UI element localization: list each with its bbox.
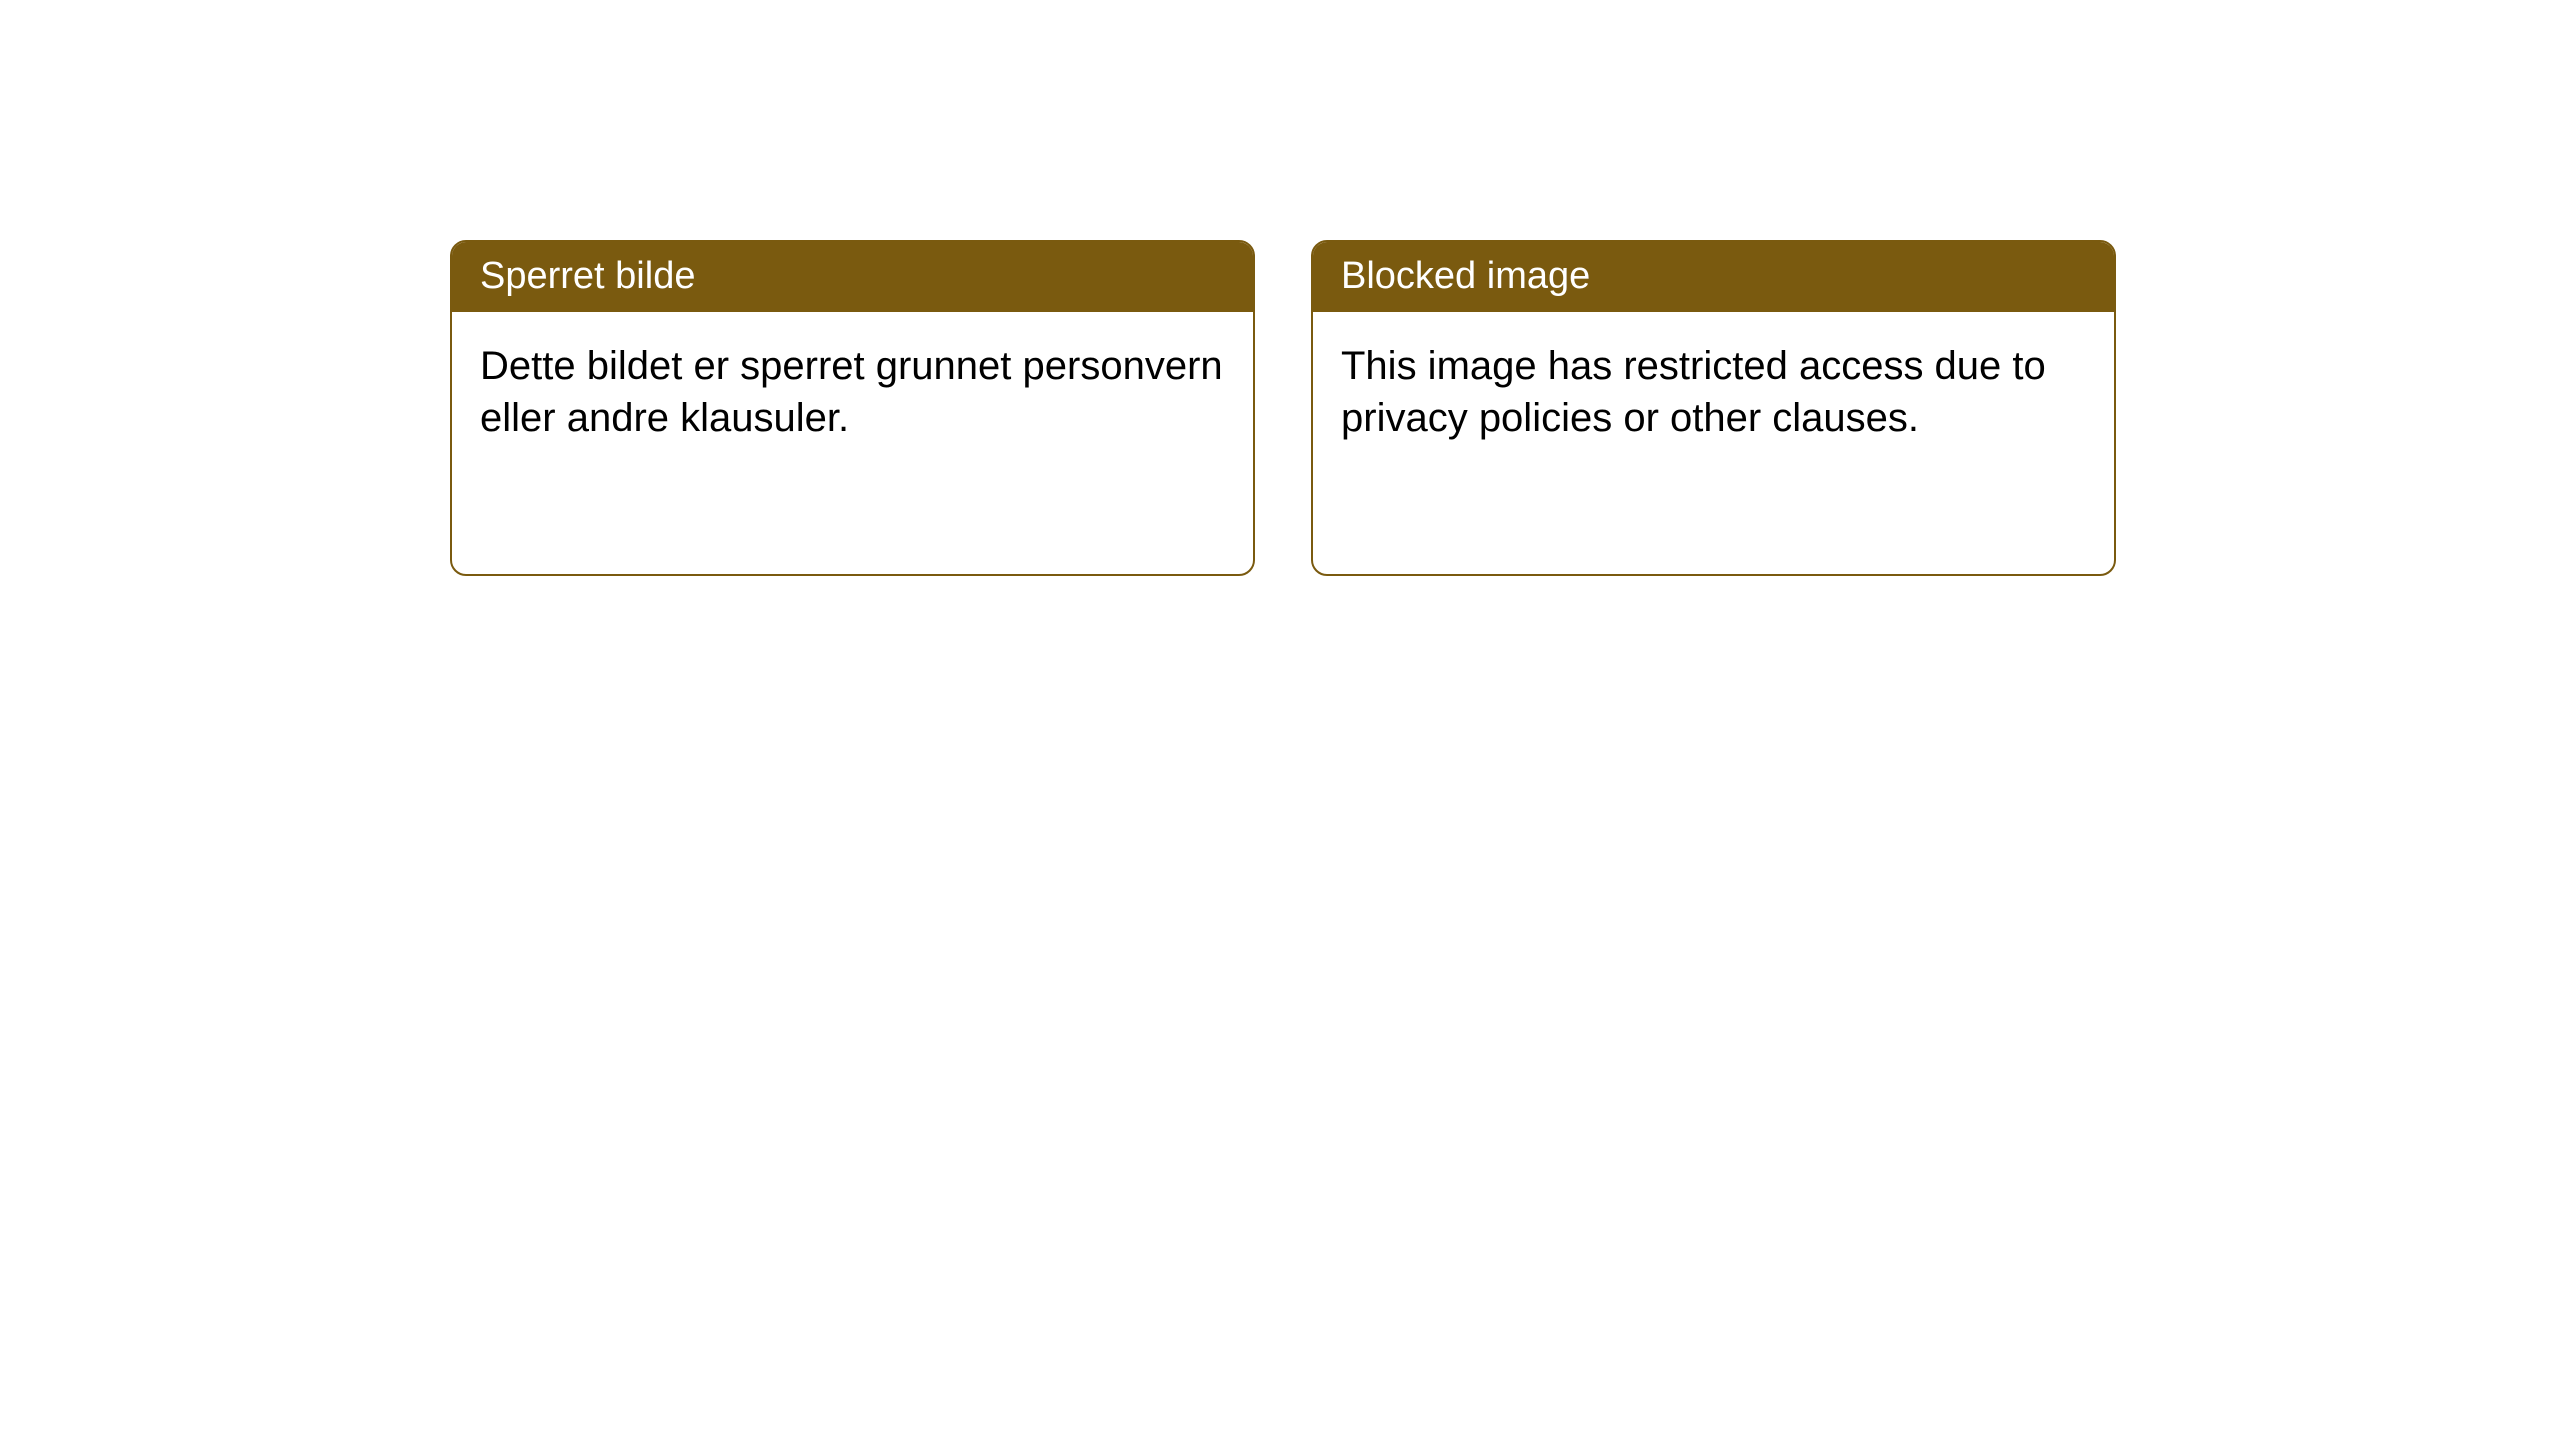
- notice-header: Blocked image: [1313, 242, 2114, 312]
- notice-body: This image has restricted access due to …: [1313, 312, 2114, 472]
- notice-box-english: Blocked image This image has restricted …: [1311, 240, 2116, 576]
- notice-container: Sperret bilde Dette bildet er sperret gr…: [450, 240, 2116, 576]
- notice-header: Sperret bilde: [452, 242, 1253, 312]
- notice-box-norwegian: Sperret bilde Dette bildet er sperret gr…: [450, 240, 1255, 576]
- notice-body: Dette bildet er sperret grunnet personve…: [452, 312, 1253, 472]
